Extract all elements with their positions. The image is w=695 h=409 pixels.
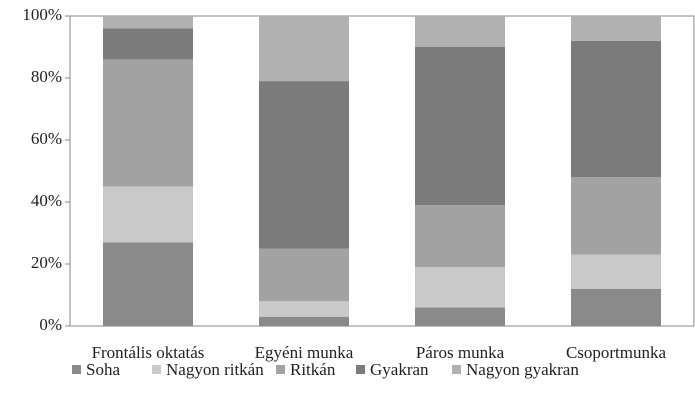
y-tick-label: 100% xyxy=(22,5,62,24)
legend-label: Nagyon ritkán xyxy=(166,360,264,379)
x-tick-label: Egyéni munka xyxy=(255,343,354,362)
bar-segment xyxy=(259,16,349,82)
legend-swatch xyxy=(152,365,161,374)
legend-label: Soha xyxy=(86,360,120,379)
bar-segment xyxy=(571,254,661,289)
bar-segment xyxy=(259,81,349,249)
y-tick-label: 80% xyxy=(31,67,62,86)
bar-segment xyxy=(103,59,193,187)
legend-swatch xyxy=(72,365,81,374)
legend-label: Nagyon gyakran xyxy=(466,360,579,379)
bar-segment xyxy=(415,267,505,308)
x-tick-label: Csoportmunka xyxy=(566,343,667,362)
legend-label: Ritkán xyxy=(290,360,336,379)
bar-segment xyxy=(571,40,661,178)
y-tick-label: 20% xyxy=(31,253,62,272)
bar-segment xyxy=(103,28,193,60)
legend-label: Gyakran xyxy=(370,360,429,379)
y-tick-label: 60% xyxy=(31,129,62,148)
legend-swatch xyxy=(356,365,365,374)
y-tick-label: 0% xyxy=(39,315,62,334)
plot-frame xyxy=(69,15,695,327)
bar-segment xyxy=(415,16,505,47)
bar-segment xyxy=(571,288,661,326)
bar-segment xyxy=(103,186,193,243)
bar-segment xyxy=(259,248,349,302)
x-tick-label: Páros munka xyxy=(416,343,505,362)
bar-segment xyxy=(571,16,661,41)
bar-segment xyxy=(415,47,505,206)
legend-swatch xyxy=(452,365,461,374)
x-tick-label: Frontális oktatás xyxy=(92,343,205,362)
y-tick-label: 40% xyxy=(31,191,62,210)
bar-segment xyxy=(415,205,505,268)
bar-segment xyxy=(103,16,193,29)
bar-segment xyxy=(259,316,349,326)
legend-swatch xyxy=(276,365,285,374)
bar-segment xyxy=(571,177,661,255)
bar-segment xyxy=(415,307,505,326)
bar-segment xyxy=(259,301,349,317)
bar-segment xyxy=(103,242,193,326)
